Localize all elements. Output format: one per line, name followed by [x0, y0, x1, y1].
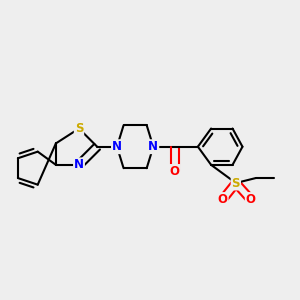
Text: N: N [74, 158, 84, 171]
Text: O: O [170, 165, 180, 178]
Text: N: N [148, 140, 158, 153]
Text: O: O [246, 193, 256, 206]
Text: N: N [112, 140, 122, 153]
Text: S: S [232, 176, 240, 190]
Text: S: S [75, 122, 83, 135]
Text: O: O [218, 193, 228, 206]
